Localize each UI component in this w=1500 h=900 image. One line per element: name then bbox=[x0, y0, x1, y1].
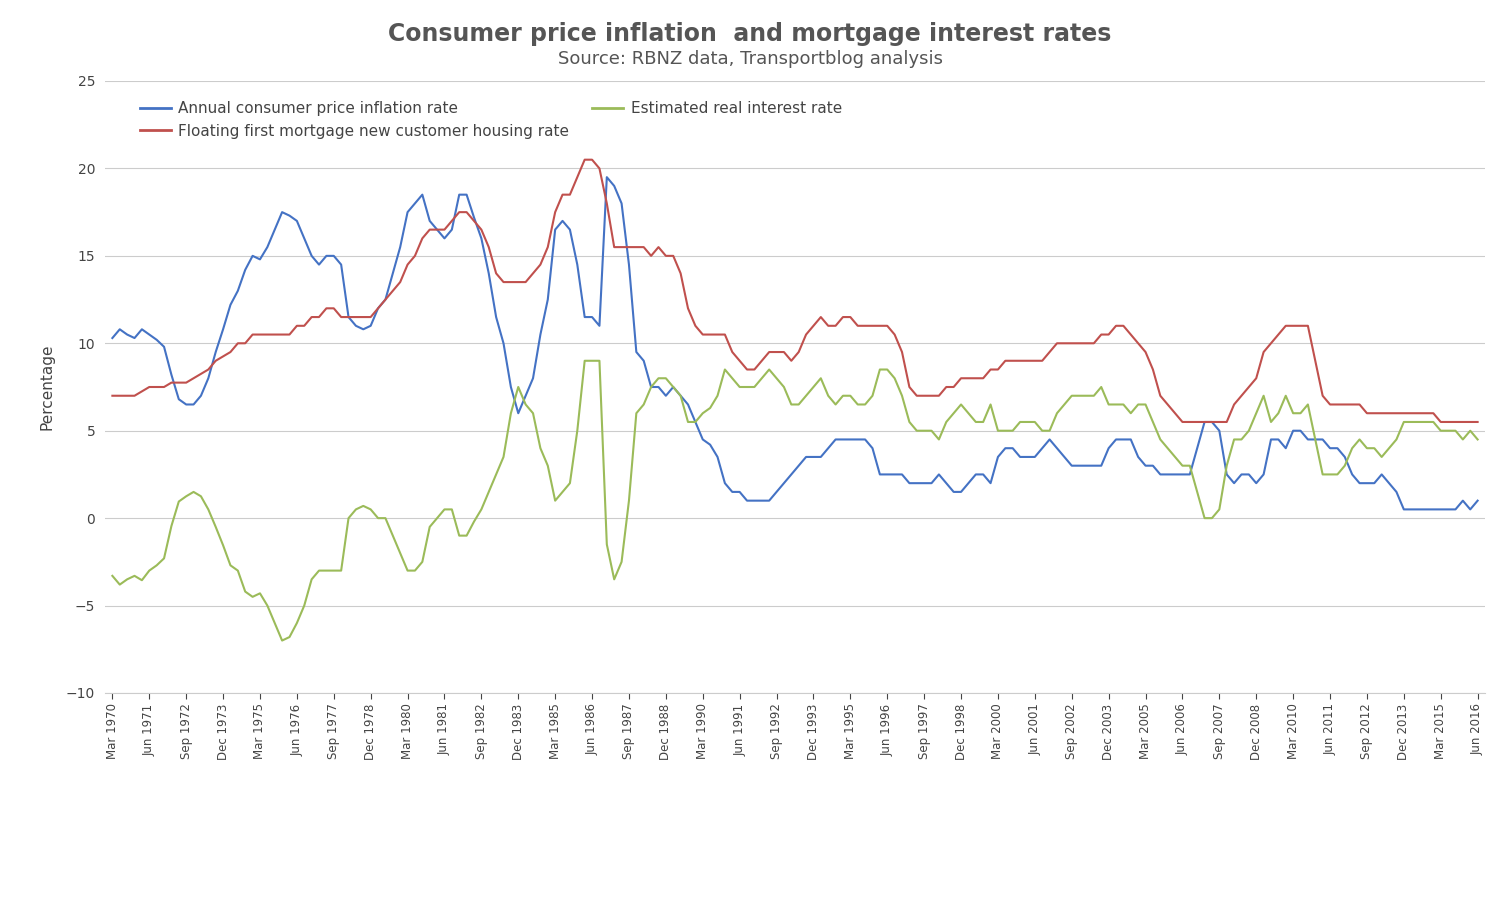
Y-axis label: Percentage: Percentage bbox=[40, 344, 56, 430]
Legend: Annual consumer price inflation rate, Floating first mortgage new customer housi: Annual consumer price inflation rate, Fl… bbox=[140, 101, 842, 139]
Text: Consumer price inflation  and mortgage interest rates: Consumer price inflation and mortgage in… bbox=[388, 22, 1112, 47]
Text: Source: RBNZ data, Transportblog analysis: Source: RBNZ data, Transportblog analysi… bbox=[558, 50, 942, 68]
